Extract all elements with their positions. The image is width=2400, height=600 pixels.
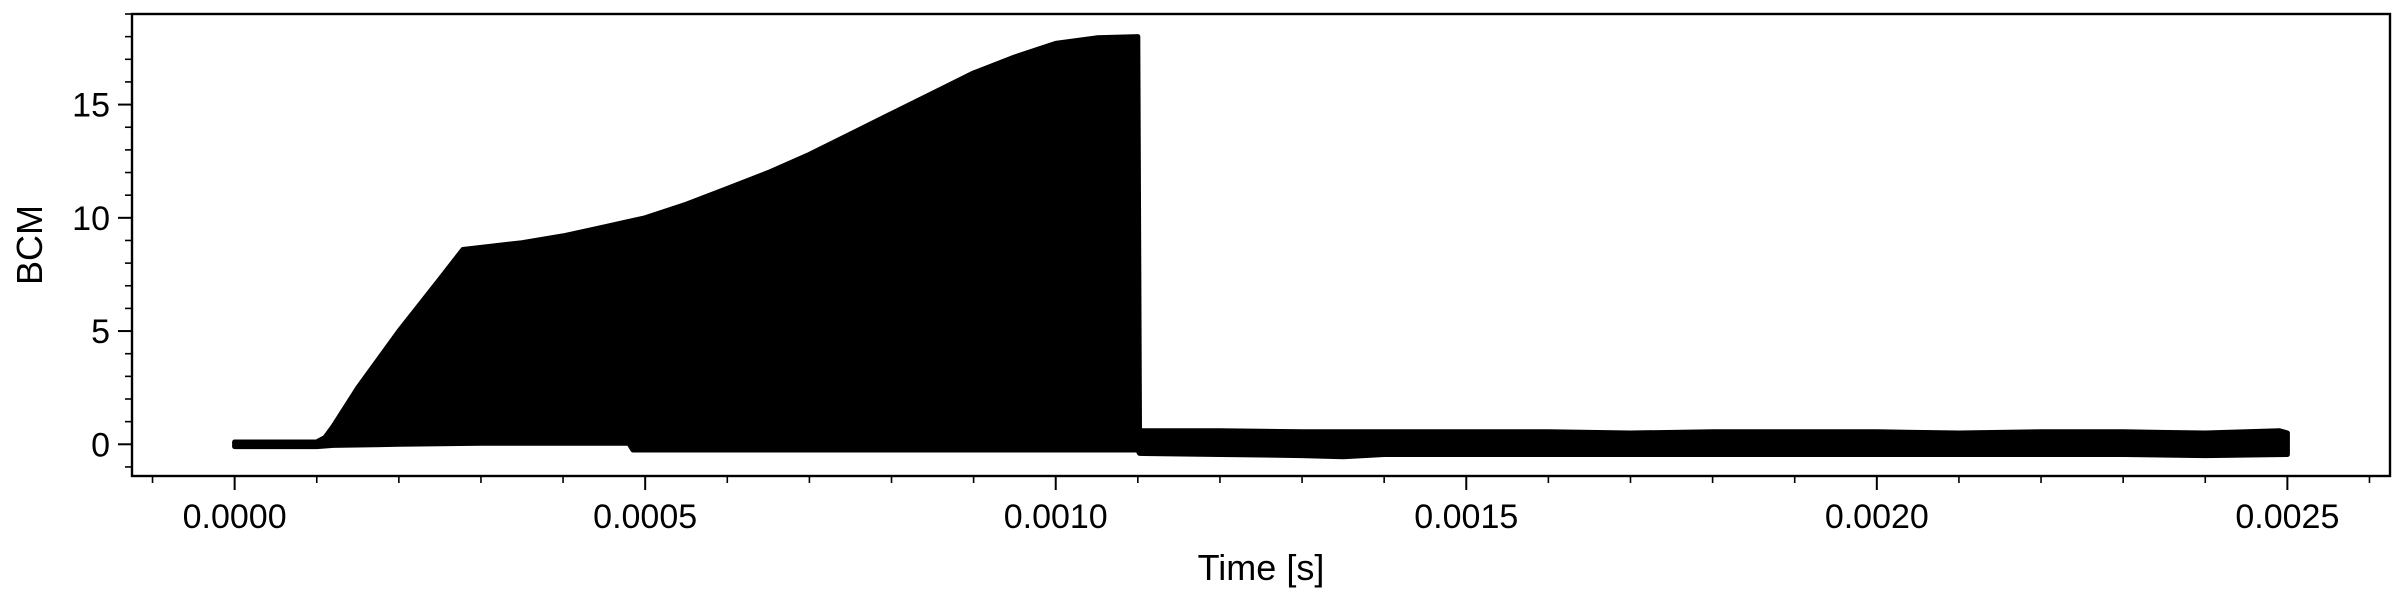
x-tick-label: 0.0005	[593, 498, 697, 536]
x-tick-label: 0.0000	[183, 498, 287, 536]
plot-frame	[130, 12, 2392, 478]
plot-area	[232, 34, 2290, 460]
series-0-band	[232, 34, 2290, 460]
x-tick-label: 0.0020	[1825, 498, 1929, 536]
x-axis-label: Time [s]	[1198, 547, 1325, 588]
y-tick-label: 10	[72, 200, 110, 238]
y-tick-label: 15	[72, 87, 110, 125]
y-axis-label: BCM	[9, 205, 50, 285]
x-axis: 0.0000 0.0005 0.0010 0.0015 0.0020 0.0025	[151, 476, 2371, 536]
y-axis: 0 5 10 15	[72, 13, 132, 468]
y-tick-label: 5	[91, 313, 110, 351]
x-tick-label: 0.0010	[1004, 498, 1108, 536]
x-tick-label: 0.0025	[2235, 498, 2339, 536]
x-tick-label: 0.0015	[1414, 498, 1518, 536]
y-tick-label: 0	[91, 426, 110, 464]
